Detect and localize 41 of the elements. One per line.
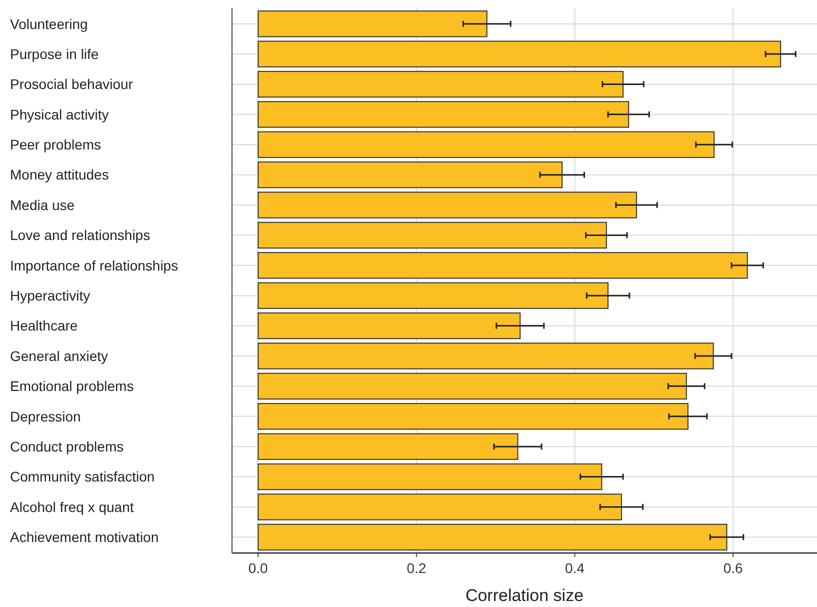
- y-tick-label: Healthcare: [10, 318, 78, 334]
- x-tick-label: 0.0: [248, 560, 268, 576]
- x-tick-label: 0.4: [565, 560, 585, 576]
- bar: [258, 372, 687, 400]
- bar: [258, 252, 748, 279]
- y-tick-label: Purpose in life: [10, 46, 99, 62]
- x-axis-title: Correlation size: [465, 586, 584, 605]
- bar: [258, 433, 518, 460]
- y-tick-label: Community satisfaction: [10, 468, 155, 485]
- y-tick-label: General anxiety: [10, 348, 108, 364]
- bar: [258, 101, 630, 128]
- y-tick-label: Peer problems: [10, 136, 102, 153]
- y-tick-label: Alcohol freq x quant: [10, 498, 134, 515]
- y-tick-label: Emotional problems: [10, 378, 134, 394]
- x-tick-label: 0.6: [723, 560, 744, 576]
- bar: [258, 282, 609, 309]
- bar: [258, 312, 521, 340]
- bar: [258, 342, 714, 370]
- y-tick-label: Media use: [10, 196, 75, 213]
- y-tick-label: Achievement motivation: [10, 529, 159, 546]
- bar: [258, 40, 782, 68]
- y-tick-label: Hyperactivity: [10, 287, 90, 304]
- y-tick-label: Importance of relationships: [10, 257, 178, 274]
- bar: [258, 222, 607, 249]
- bar: [258, 70, 624, 98]
- y-tick-label: Love and relationships: [10, 227, 150, 244]
- bar: [258, 131, 715, 158]
- bar: [258, 161, 563, 188]
- bar: [258, 10, 488, 38]
- y-tick-label: Depression: [10, 408, 81, 424]
- y-tick-label: Volunteering: [10, 16, 88, 32]
- y-tick-label: Conduct problems: [10, 438, 124, 454]
- y-tick-label: Money attitudes: [10, 166, 109, 183]
- y-tick-label: Prosocial behaviour: [10, 76, 134, 92]
- bar: [258, 524, 728, 550]
- y-tick-label: Physical activity: [10, 106, 109, 122]
- bar: [258, 494, 622, 520]
- bar: [258, 463, 602, 490]
- x-tick-label: 0.2: [406, 560, 426, 576]
- bar: [258, 403, 688, 430]
- bar: [258, 192, 638, 218]
